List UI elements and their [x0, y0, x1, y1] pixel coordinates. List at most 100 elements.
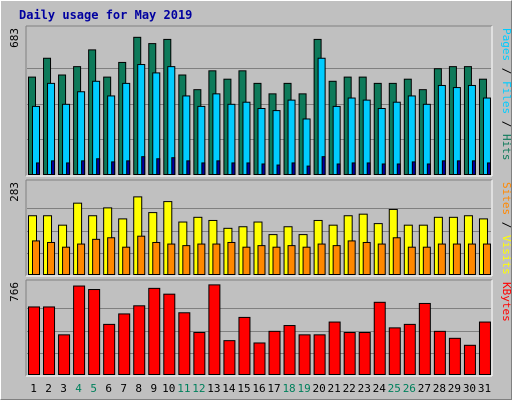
kbytes-bar [433, 330, 446, 376]
legend-part: / [500, 114, 512, 134]
pages-bar [426, 163, 431, 175]
kbytes-bar [418, 302, 431, 375]
pages-bar [441, 160, 446, 175]
sites-bar [407, 246, 416, 275]
legend-part: Hits [500, 134, 512, 161]
sites-bar [137, 235, 146, 275]
x-tick-label: 9 [150, 382, 157, 395]
sites-bar [107, 237, 116, 276]
sites-bar [332, 245, 341, 275]
kbytes-bar [208, 284, 221, 376]
x-tick-label: 13 [207, 382, 220, 395]
x-tick-label: 10 [162, 382, 175, 395]
x-tick-label: 5 [90, 382, 97, 395]
y-max-label: 766 [8, 282, 21, 302]
kbytes-bar [328, 321, 341, 376]
kbytes-bar [358, 332, 371, 375]
x-tick-label: 25 [388, 382, 401, 395]
kbytes-bar [103, 323, 116, 376]
pages-bar [216, 160, 221, 175]
legend-part: KBytes [500, 282, 512, 322]
legend-part: Files [500, 81, 512, 114]
x-tick-label: 17 [267, 382, 280, 395]
pages-bar [171, 157, 176, 175]
pages-bar [411, 161, 416, 175]
pages-bar [111, 161, 116, 175]
pages-bar [51, 160, 56, 175]
legend-part: Visits [500, 235, 512, 275]
sites-bar [377, 243, 386, 276]
sites-bar [302, 246, 311, 275]
legend-part: Sites [500, 182, 512, 215]
pages-bar [246, 162, 251, 175]
sites-bar [227, 241, 236, 276]
x-tick-label: 7 [120, 382, 127, 395]
x-tick-label: 19 [297, 382, 310, 395]
sites-bar [257, 245, 266, 275]
pages-bar [141, 156, 146, 175]
sites-bar [167, 243, 176, 276]
legend-part: Pages [500, 28, 512, 61]
pages-bar [456, 160, 461, 175]
kbytes-bar [58, 334, 71, 375]
sites-bar [242, 246, 251, 275]
kbytes-bar [268, 330, 281, 376]
sites-bar [92, 238, 101, 275]
x-tick-label: 11 [177, 382, 190, 395]
x-tick-label: 27 [418, 382, 431, 395]
sites-bar [452, 243, 461, 276]
x-tick-label: 15 [237, 382, 250, 395]
pages-bar [381, 163, 386, 175]
legend-part: / [500, 215, 512, 235]
panel-middle: 283 Sites / Visits [8, 179, 512, 277]
kbytes-bar [133, 305, 146, 375]
kbytes-bar [403, 323, 416, 376]
sites-bar [287, 245, 296, 275]
series-legend: KBytes [500, 282, 512, 322]
sites-bar [272, 246, 281, 275]
bars [28, 284, 491, 376]
kbytes-bar [253, 342, 266, 376]
pages-bar [186, 160, 191, 175]
x-tick-label: 29 [448, 382, 461, 395]
sites-bar [482, 243, 491, 276]
kbytes-bar [193, 332, 206, 375]
pages-bar [306, 165, 311, 175]
kbytes-bar [298, 334, 311, 375]
kbytes-bar [148, 287, 161, 375]
x-tick-label: 30 [463, 382, 476, 395]
chart-panels: 683 Pages / Files / Hits 283 Sites / Visits… [8, 25, 512, 377]
pages-bar [291, 162, 296, 175]
x-tick-label: 24 [373, 382, 387, 395]
x-tick-label: 28 [433, 382, 446, 395]
kbytes-bar [88, 289, 101, 375]
sites-bar [32, 240, 40, 275]
kbytes-bar [178, 312, 191, 375]
series-legend: Sites / Visits [500, 182, 512, 275]
sites-bar [347, 240, 356, 275]
bars [28, 36, 491, 175]
chart-title: Daily usage for May 2019 [19, 8, 192, 22]
sites-bar [197, 243, 206, 276]
sites-bar [62, 246, 71, 275]
x-tick-label: 6 [105, 382, 112, 395]
pages-bar [231, 162, 236, 175]
x-tick-label: 18 [282, 382, 295, 395]
x-tick-label: 8 [135, 382, 142, 395]
pages-bar [321, 156, 326, 175]
x-tick-label: 1 [30, 382, 37, 395]
kbytes-bar [463, 344, 476, 376]
sites-bar [122, 246, 131, 275]
sites-bar [317, 243, 326, 276]
x-tick-label: 12 [192, 382, 205, 395]
kbytes-bar [28, 306, 40, 376]
series-legend: Pages / Files / Hits [500, 28, 512, 161]
pages-bar [126, 160, 131, 175]
sites-bar [47, 241, 56, 276]
x-tick-label: 16 [252, 382, 265, 395]
sites-bar [467, 243, 476, 276]
kbytes-bar [43, 306, 56, 376]
sites-bar [212, 243, 221, 276]
pages-bar [81, 160, 86, 175]
